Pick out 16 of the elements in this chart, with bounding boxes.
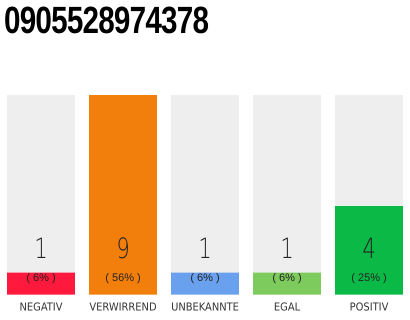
data-label: 1 [198,232,212,265]
annotation: ( 6% ) [26,272,56,284]
data-label: 4 [362,232,376,265]
annotation: ( 6% ) [190,272,220,284]
annotation: ( 6% ) [272,272,302,284]
x-tick-label: VERWIRREND [89,300,157,314]
x-tick-label: UNBEKANNTE [171,300,239,314]
x-tick-label: POSITIV [350,300,389,314]
data-label: 9 [116,232,130,265]
x-tick-label: NEGATIV [20,300,63,314]
annotation: ( 25% ) [351,272,387,284]
data-label: 1 [280,232,294,265]
annotation: ( 56% ) [105,272,141,284]
data-label: 1 [34,232,48,265]
x-tick-label: EGAL [274,300,301,314]
chart-title: 0905528974378 [4,0,208,43]
